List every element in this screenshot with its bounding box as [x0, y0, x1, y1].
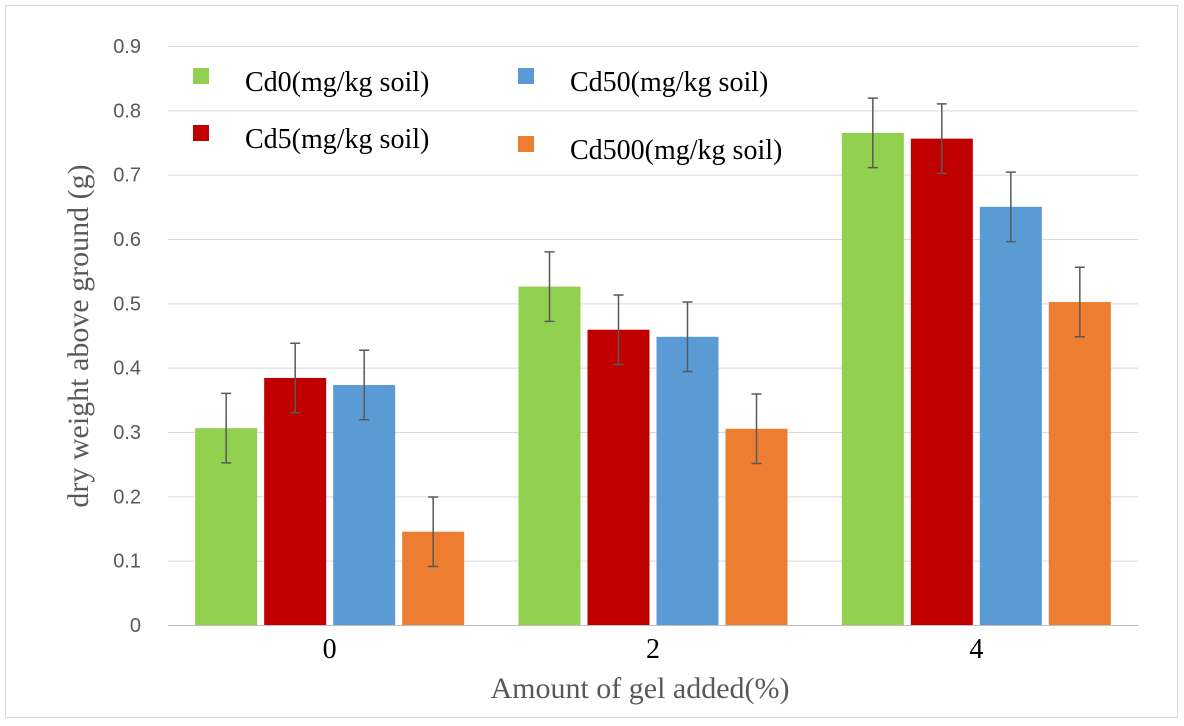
legend-item: Cd5(mg/kg soil)	[193, 124, 429, 155]
bar	[264, 377, 327, 625]
error-bar	[751, 393, 762, 465]
x-tick-label: 4	[969, 634, 983, 665]
legend-label: Cd500(mg/kg soil)	[570, 135, 782, 166]
bar	[587, 329, 650, 625]
error-bar	[290, 342, 301, 414]
y-tick-label: 0.5	[113, 293, 141, 315]
y-tick-label: 0.3	[113, 422, 141, 444]
legend-label: Cd50(mg/kg soil)	[570, 67, 768, 98]
error-bar	[359, 349, 370, 421]
legend-label: Cd0(mg/kg soil)	[245, 67, 429, 98]
x-tick-label: 2	[646, 634, 660, 665]
error-bar	[221, 392, 232, 464]
y-tick-labels: 0 0.1 0.2 0.3 0.4 0.5 0.6 0.7 0.8 0.9	[113, 36, 141, 637]
y-tick-label: 0	[130, 615, 141, 637]
legend-swatch	[518, 68, 534, 84]
error-bar	[428, 496, 439, 568]
y-tick-label: 0.9	[113, 36, 141, 58]
error-bars	[221, 97, 1085, 568]
error-bar	[613, 294, 624, 366]
legend-item: Cd0(mg/kg soil)	[193, 67, 429, 98]
bar	[333, 385, 396, 625]
bar	[518, 286, 581, 625]
x-axis-label: Amount of gel added(%)	[490, 672, 789, 705]
error-bar	[544, 251, 555, 323]
bar	[979, 206, 1042, 626]
gridlines	[168, 46, 1138, 562]
legend-item: Cd500(mg/kg soil)	[518, 135, 782, 166]
y-tick-label: 0.2	[113, 486, 141, 508]
legend-swatch	[193, 125, 209, 141]
y-tick-label: 0.1	[113, 551, 141, 573]
bar	[910, 138, 973, 625]
legend-swatch	[193, 68, 209, 84]
error-bar	[936, 103, 947, 175]
bar	[1048, 302, 1111, 625]
error-bar	[867, 97, 878, 169]
y-tick-label: 0.4	[113, 358, 141, 380]
error-bar	[682, 301, 693, 373]
x-tick-label: 0	[323, 634, 337, 665]
error-bar	[1005, 171, 1016, 243]
y-axis-label: dry weight above ground (g)	[62, 164, 95, 507]
bar	[656, 336, 719, 625]
x-tick-labels: 0 2 4	[323, 634, 984, 665]
legend: Cd0(mg/kg soil) Cd5(mg/kg soil) Cd50(mg/kg…	[193, 67, 782, 166]
legend-label: Cd5(mg/kg soil)	[245, 124, 429, 155]
legend-swatch	[518, 136, 534, 152]
error-bar	[1074, 266, 1085, 338]
bar	[841, 132, 904, 625]
y-tick-label: 0.8	[113, 100, 141, 122]
legend-item: Cd50(mg/kg soil)	[518, 67, 768, 98]
y-tick-label: 0.6	[113, 229, 141, 251]
y-tick-label: 0.7	[113, 165, 141, 187]
